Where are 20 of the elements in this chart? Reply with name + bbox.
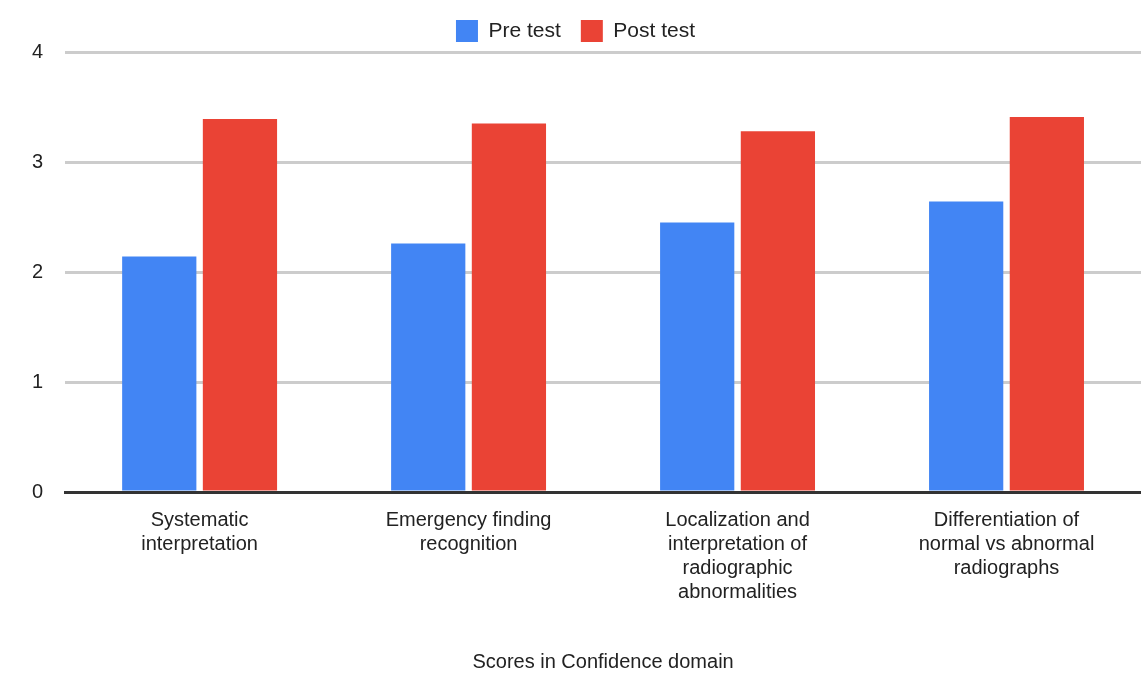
x-axis-title: Scores in Confidence domain — [472, 649, 734, 672]
x-tick-label: Localization and interpretation of radiographic abnormalities — [665, 507, 810, 602]
bar — [471, 123, 547, 491]
bar — [660, 222, 735, 491]
bar — [122, 256, 197, 491]
y-tick-label: 2 — [32, 259, 44, 282]
bar — [1009, 116, 1084, 491]
legend-label: Pre test — [488, 17, 561, 41]
y-tick-label: 0 — [32, 479, 44, 502]
x-tick-label: Emergency finding recognition — [385, 507, 552, 554]
bar — [391, 243, 466, 491]
y-tick-label: 4 — [32, 39, 44, 62]
y-tick-label: 3 — [32, 149, 44, 172]
legend-label: Post test — [613, 17, 696, 41]
x-tick-label: Differentiation of normal vs abnormal radiographs — [918, 507, 1095, 578]
bar — [202, 119, 278, 491]
x-tick-label: Systematic interpretation — [141, 507, 258, 554]
bar — [740, 131, 816, 491]
y-tick-label: 1 — [32, 369, 44, 392]
bar — [929, 201, 1004, 491]
